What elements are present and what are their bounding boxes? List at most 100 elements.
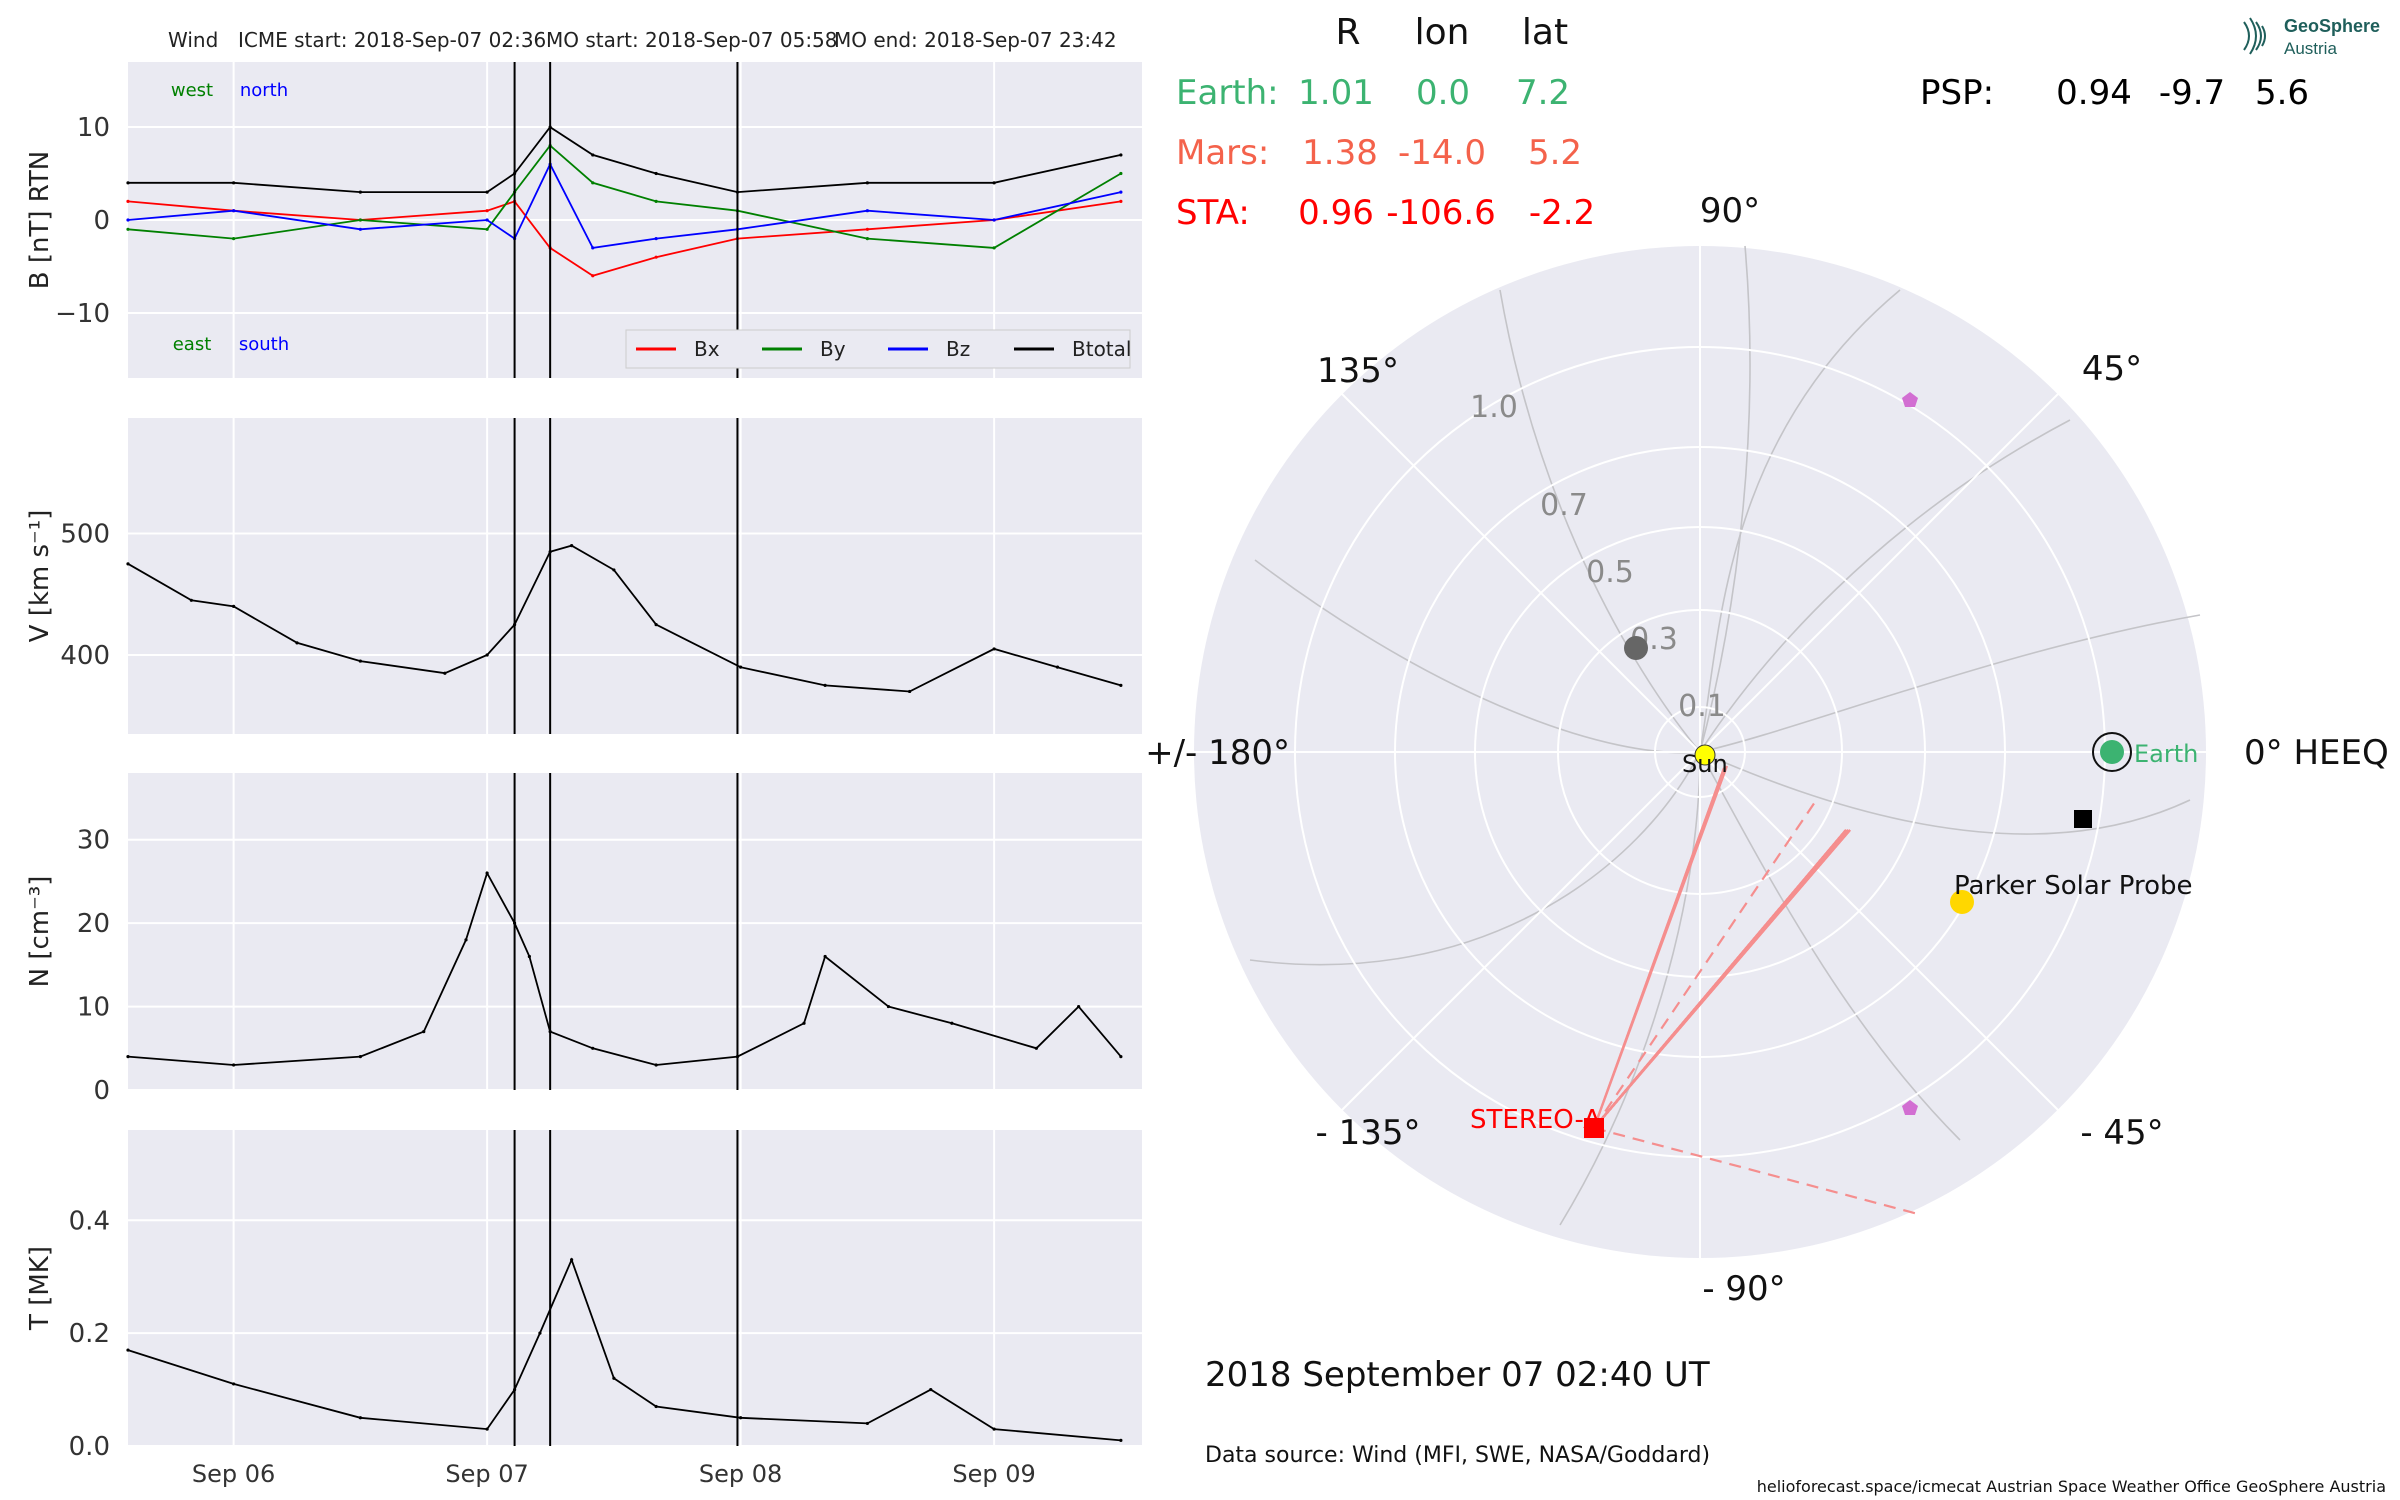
psp-lon: -9.7: [2159, 73, 2225, 113]
data-point-n: [802, 1021, 806, 1025]
corner-label-west: west: [171, 80, 213, 101]
data-point-n: [886, 1004, 891, 1009]
data-point-v: [823, 683, 827, 687]
col-lat: lat: [1522, 12, 1568, 53]
earth-lat: 7.2: [1516, 73, 1570, 113]
data-point-by: [591, 181, 595, 185]
sta-r: 0.96: [1298, 193, 1374, 233]
geosphere-logo: GeoSphere Austria: [2243, 16, 2380, 58]
series-line-v: [127, 544, 1122, 693]
y-tick-label: −10: [55, 299, 110, 329]
data-point-btotal: [992, 181, 996, 185]
data-point-n: [358, 1055, 362, 1059]
panel-3: 0 10 20 30 N [cm⁻³]: [25, 773, 1142, 1106]
data-point-bz: [1119, 190, 1123, 194]
angle-label-90: 90°: [1700, 191, 1760, 231]
corner-label-east: east: [173, 334, 212, 355]
series-line-t: [127, 1257, 1121, 1442]
data-point-t: [538, 1331, 542, 1335]
angle-label-m135: - 135°: [1316, 1113, 1421, 1153]
timeseries-panels: −10 0 10 B [nT] RTN west north east south Bx By Bz…: [25, 62, 1142, 1488]
data-point-btotal: [358, 190, 362, 194]
footer-credits: helioforecast.space/icmecat Austrian Spa…: [1757, 1477, 2386, 1496]
pentagon-marker-lower: [1902, 1100, 1918, 1115]
angle-label-180: +/- 180°: [1145, 733, 1290, 773]
y-axis-label: B [nT] RTN: [25, 151, 55, 290]
sta-fov-distinct: [1592, 767, 1919, 1216]
x-tick-label: Sep 09: [952, 1460, 1035, 1488]
y-axis-label: T [MK]: [25, 1246, 55, 1331]
data-point-t: [612, 1376, 616, 1380]
col-r: R: [1335, 12, 1360, 53]
footer-date: 2018 September 07 02:40 UT: [1205, 1355, 1710, 1395]
earth-lon: 0.0: [1416, 73, 1470, 113]
header-spacecraft: Wind: [168, 28, 218, 52]
y-tick-label: 20: [77, 909, 110, 939]
x-tick-label: Sep 07: [445, 1460, 528, 1488]
corner-label-north: north: [240, 80, 288, 101]
data-point-btotal: [126, 181, 130, 185]
data-point-bx: [126, 199, 130, 204]
data-point-bz: [591, 246, 595, 250]
header-icme-start: ICME start: 2018-Sep-07 02:36: [238, 28, 546, 52]
data-point-bz: [485, 218, 489, 222]
data-point-n: [1034, 1046, 1038, 1050]
data-point-n: [823, 954, 827, 959]
data-point-bx: [1119, 199, 1123, 204]
header-mo-start: MO start: 2018-Sep-07 05:58: [546, 28, 838, 52]
data-point-v: [570, 544, 574, 548]
sta-fov-center-edge: [1593, 801, 1816, 1129]
series-line-by: [127, 144, 1122, 249]
header-mo-end: MO end: 2018-Sep-07 23:42: [834, 28, 1117, 52]
data-point-v: [1055, 665, 1060, 669]
data-point-v: [992, 647, 996, 651]
data-point-t: [865, 1421, 869, 1426]
data-point-t: [570, 1258, 574, 1262]
data-point-bx: [654, 255, 658, 259]
psp-marker: [1950, 890, 1974, 914]
data-point-t: [485, 1427, 489, 1431]
y-axis-label: N [cm⁻³]: [25, 876, 55, 988]
legend: Bx By Bz Btotal: [625, 329, 1131, 369]
data-point-bz: [232, 209, 236, 213]
data-point-v: [485, 653, 489, 657]
y-tick-label: 10: [77, 993, 110, 1023]
data-point-v: [612, 568, 616, 572]
data-point-n: [126, 1055, 130, 1059]
data-point-t: [1119, 1438, 1123, 1442]
pentagon-marker-upper: [1902, 392, 1918, 407]
series-line-btotal: [128, 125, 1122, 194]
y-tick-label: 10: [77, 113, 110, 143]
data-point-btotal: [485, 190, 489, 194]
angle-label-45: 45°: [2082, 349, 2142, 389]
l1-marker: [2074, 810, 2092, 828]
data-point-n: [1119, 1055, 1123, 1059]
panel-1: −10 0 10 B [nT] RTN west north east south Bx By Bz…: [25, 62, 1142, 378]
geosphere-logo-icon: [2243, 17, 2266, 55]
y-tick-label: 0.4: [69, 1206, 110, 1236]
data-point-bz: [358, 227, 362, 231]
data-point-n: [485, 871, 489, 875]
psp-lat: 5.6: [2255, 73, 2309, 113]
panel-background: [128, 1130, 1142, 1446]
panel-background: [128, 418, 1142, 734]
mars-lat: 5.2: [1528, 133, 1582, 173]
sta-marker: [1584, 1118, 1604, 1138]
x-tick-label: Sep 06: [192, 1460, 275, 1488]
panel-4: 0.0 0.2 0.4 T [MK] Sep 06 Sep 07 Sep 08 Sep 09: [25, 1130, 1142, 1488]
sun-marker: [1694, 744, 1716, 766]
data-point-t: [126, 1348, 130, 1352]
legend-label-by: By: [820, 337, 846, 361]
footer-source: Data source: Wind (MFI, SWE, NASA/Goddar…: [1205, 1443, 1710, 1468]
polar-plot: 1.0 0.7 0.5 0.3 0.1 90° 45° 0° HEEQ - 45…: [1145, 191, 2389, 1309]
data-point-n: [591, 1046, 595, 1050]
x-tick-label: Sep 08: [699, 1460, 782, 1488]
data-point-v: [654, 623, 658, 627]
angle-label-m90: - 90°: [1702, 1269, 1785, 1309]
mars-lon: -14.0: [1398, 133, 1486, 173]
data-point-by: [126, 227, 130, 231]
sta-name: STA:: [1176, 193, 1250, 233]
col-lon: lon: [1415, 12, 1470, 53]
